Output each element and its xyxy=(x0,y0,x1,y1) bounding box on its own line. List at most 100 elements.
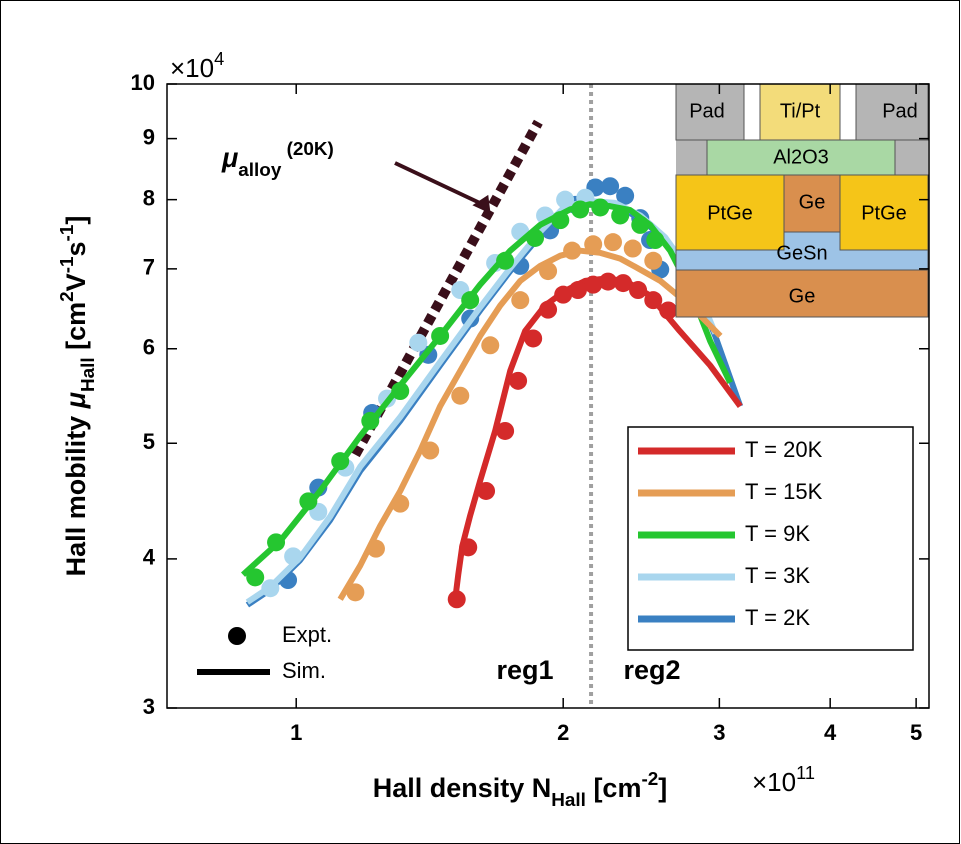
expt-point xyxy=(477,481,496,500)
x-tick-label: 3 xyxy=(713,720,725,745)
text-part: alloy xyxy=(238,160,282,181)
data-layer xyxy=(241,84,744,708)
text-part: 2 xyxy=(57,291,78,302)
x-tick-label: 5 xyxy=(910,720,922,745)
y-tick-label: 4 xyxy=(143,545,156,570)
legend-label: T = 20K xyxy=(745,437,823,462)
inset-label: Pad xyxy=(882,100,918,122)
expt-point xyxy=(421,441,440,460)
text-part: Hall density N xyxy=(373,773,552,803)
y-tick-label: 3 xyxy=(143,694,155,719)
x-tick-label: 4 xyxy=(824,720,837,745)
inset-ge xyxy=(675,269,929,318)
inset-gap xyxy=(744,84,760,140)
expt-point xyxy=(539,262,558,281)
expt-point xyxy=(481,336,500,355)
text-part: ×10 xyxy=(752,767,796,797)
expt-point xyxy=(509,371,528,390)
expt-point xyxy=(644,251,663,270)
inset-gap xyxy=(840,84,856,140)
inset-label: Pad xyxy=(689,100,725,122)
y-axis-label: Hall mobility μHall [cm2V-1s-1] xyxy=(57,216,99,577)
expt-point xyxy=(614,274,633,293)
legend-label: T = 3K xyxy=(745,563,810,588)
expt-point xyxy=(261,579,280,598)
text-part: V xyxy=(61,273,91,291)
text-part: μ xyxy=(61,392,91,409)
text-part: ] xyxy=(658,773,667,803)
expt-point xyxy=(571,200,590,219)
inset-ptge xyxy=(675,174,785,251)
expt-point xyxy=(623,239,642,258)
y-tick-label: 8 xyxy=(143,185,155,210)
expt-point xyxy=(391,494,410,513)
expt-point xyxy=(511,291,530,310)
text-part: Hall xyxy=(78,357,99,392)
text-part: [cm xyxy=(586,773,642,803)
inset-al2o3 xyxy=(706,139,896,176)
x-axis-label: Hall density NHall [cm-2] xyxy=(373,769,668,811)
inset-label: Ge xyxy=(799,191,826,213)
text-part: Hall mobility xyxy=(61,408,91,576)
expt-point xyxy=(611,206,630,225)
expt-point xyxy=(603,233,622,252)
expt-point xyxy=(461,291,480,310)
y-tick-label: 9 xyxy=(143,124,155,149)
text-part: 4 xyxy=(214,49,224,69)
expt-point xyxy=(447,590,466,609)
expt-point xyxy=(267,533,286,552)
legend-label: T = 15K xyxy=(745,479,823,504)
text-part: 11 xyxy=(796,763,815,783)
y-tick-label: 7 xyxy=(143,255,155,280)
expt-point xyxy=(526,228,545,247)
inset-label: Ti/Pt xyxy=(780,100,821,122)
text-part: -1 xyxy=(57,225,78,242)
expt-point xyxy=(584,275,603,294)
expt-point xyxy=(451,386,470,405)
text-part: μ xyxy=(221,143,238,173)
x-tick-label: 2 xyxy=(557,720,569,745)
inset-ptge xyxy=(839,174,929,251)
marker-legend-label: Expt. xyxy=(282,622,332,647)
region-label: reg1 xyxy=(497,655,554,685)
x-multiplier: ×1011 xyxy=(752,763,815,797)
expt-point xyxy=(361,411,380,430)
expt-point xyxy=(431,326,450,345)
marker-legend-label: Sim. xyxy=(282,658,326,683)
expt-point xyxy=(556,190,575,209)
expt-point xyxy=(563,241,582,260)
expt-point xyxy=(616,186,635,205)
expt-point xyxy=(366,539,385,558)
y-tick-label: 10 xyxy=(131,70,155,95)
y-tick-label: 5 xyxy=(143,429,155,454)
inset-label: GeSn xyxy=(776,242,827,264)
inset-label: Ge xyxy=(789,285,816,307)
expt-point xyxy=(539,300,558,319)
expt-point xyxy=(551,211,570,230)
expt-point xyxy=(591,198,610,217)
inset-label: PtGe xyxy=(861,202,907,224)
arrow-head xyxy=(472,194,491,214)
text-part: Hall xyxy=(551,790,586,811)
legend-label: T = 9K xyxy=(745,521,810,546)
expt-point xyxy=(659,301,678,320)
x-tick-label: 1 xyxy=(290,720,302,745)
inset-label: PtGe xyxy=(707,202,753,224)
top-layer: T = 20K T = 15K T = 9K T = 3K T = 2K Expt. Sim… xyxy=(167,83,929,709)
expt-point xyxy=(584,235,603,254)
axes-box xyxy=(166,83,930,709)
expt-point xyxy=(568,281,587,300)
sim-line xyxy=(337,247,723,601)
expt-point xyxy=(246,568,265,587)
text-part: ] xyxy=(61,216,91,225)
expt-point xyxy=(631,215,650,234)
region-label: reg2 xyxy=(624,655,681,685)
expt-point xyxy=(644,291,663,310)
inset-label: Al2O3 xyxy=(773,146,829,168)
expt-point xyxy=(346,583,365,602)
expt-point xyxy=(599,272,618,291)
expt-point xyxy=(391,382,410,401)
text-part: s xyxy=(61,241,91,256)
text-part: (20K) xyxy=(281,139,333,160)
